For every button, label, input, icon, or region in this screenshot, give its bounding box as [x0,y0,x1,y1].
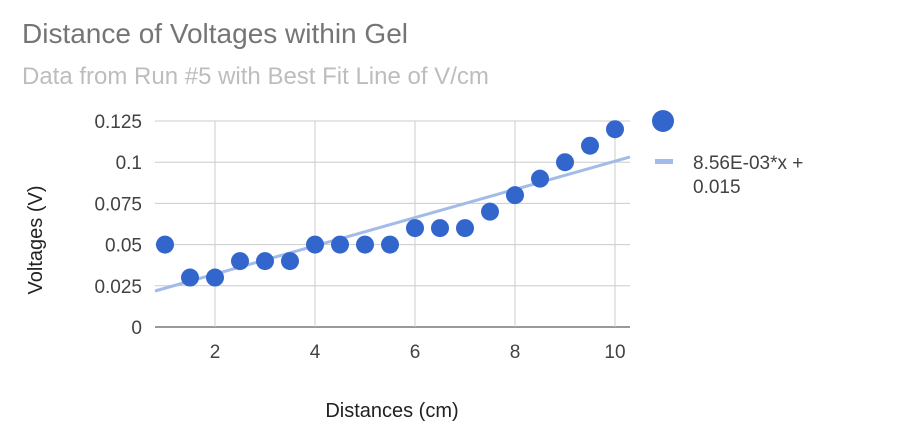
y-tick-label: 0 [131,318,142,339]
legend: 8.56E-03*x + 0.015 [652,110,803,198]
data-point [431,219,449,238]
x-tick-label: 8 [510,342,521,363]
x-axis-title: Distances (cm) [325,400,458,422]
y-tick-label: 0.05 [105,236,142,257]
y-tick-label: 0.075 [94,194,142,215]
chart-subtitle: Data from Run #5 with Best Fit Line of V… [22,63,489,90]
legend-trendline-label-line1: 8.56E-03*x + [693,153,803,174]
chart-title: Distance of Voltages within Gel [22,18,408,49]
data-point [606,120,624,139]
data-point [356,235,374,254]
data-point [206,268,224,287]
y-axis-title: Voltages (V) [25,186,47,295]
tick-labels: 0 0.025 0.05 0.075 0.1 0.125 2 4 6 8 10 [94,112,625,363]
data-point [381,235,399,254]
data-point [181,268,199,287]
x-tick-label: 2 [210,342,221,363]
data-point [456,219,474,238]
data-point [581,136,599,155]
y-tick-label: 0.1 [116,153,142,174]
data-points [156,120,624,287]
data-point [231,252,249,271]
x-tick-label: 10 [604,342,625,363]
trendline-group [154,155,631,293]
data-point [406,219,424,238]
data-point [256,252,274,271]
legend-series-marker [652,110,674,132]
data-point [156,235,174,254]
legend-trendline-label-line2: 0.015 [693,177,741,198]
data-point [331,235,349,254]
x-tick-label: 6 [410,342,421,363]
data-point [481,202,499,221]
data-point [556,153,574,172]
y-tick-label: 0.025 [94,277,142,298]
trendline [154,155,631,293]
y-tick-label: 0.125 [94,112,142,133]
data-point [281,252,299,271]
x-tick-label: 4 [310,342,321,363]
data-point [531,169,549,188]
data-point [306,235,324,254]
legend-trendline-marker [655,159,673,164]
data-point [506,186,524,205]
